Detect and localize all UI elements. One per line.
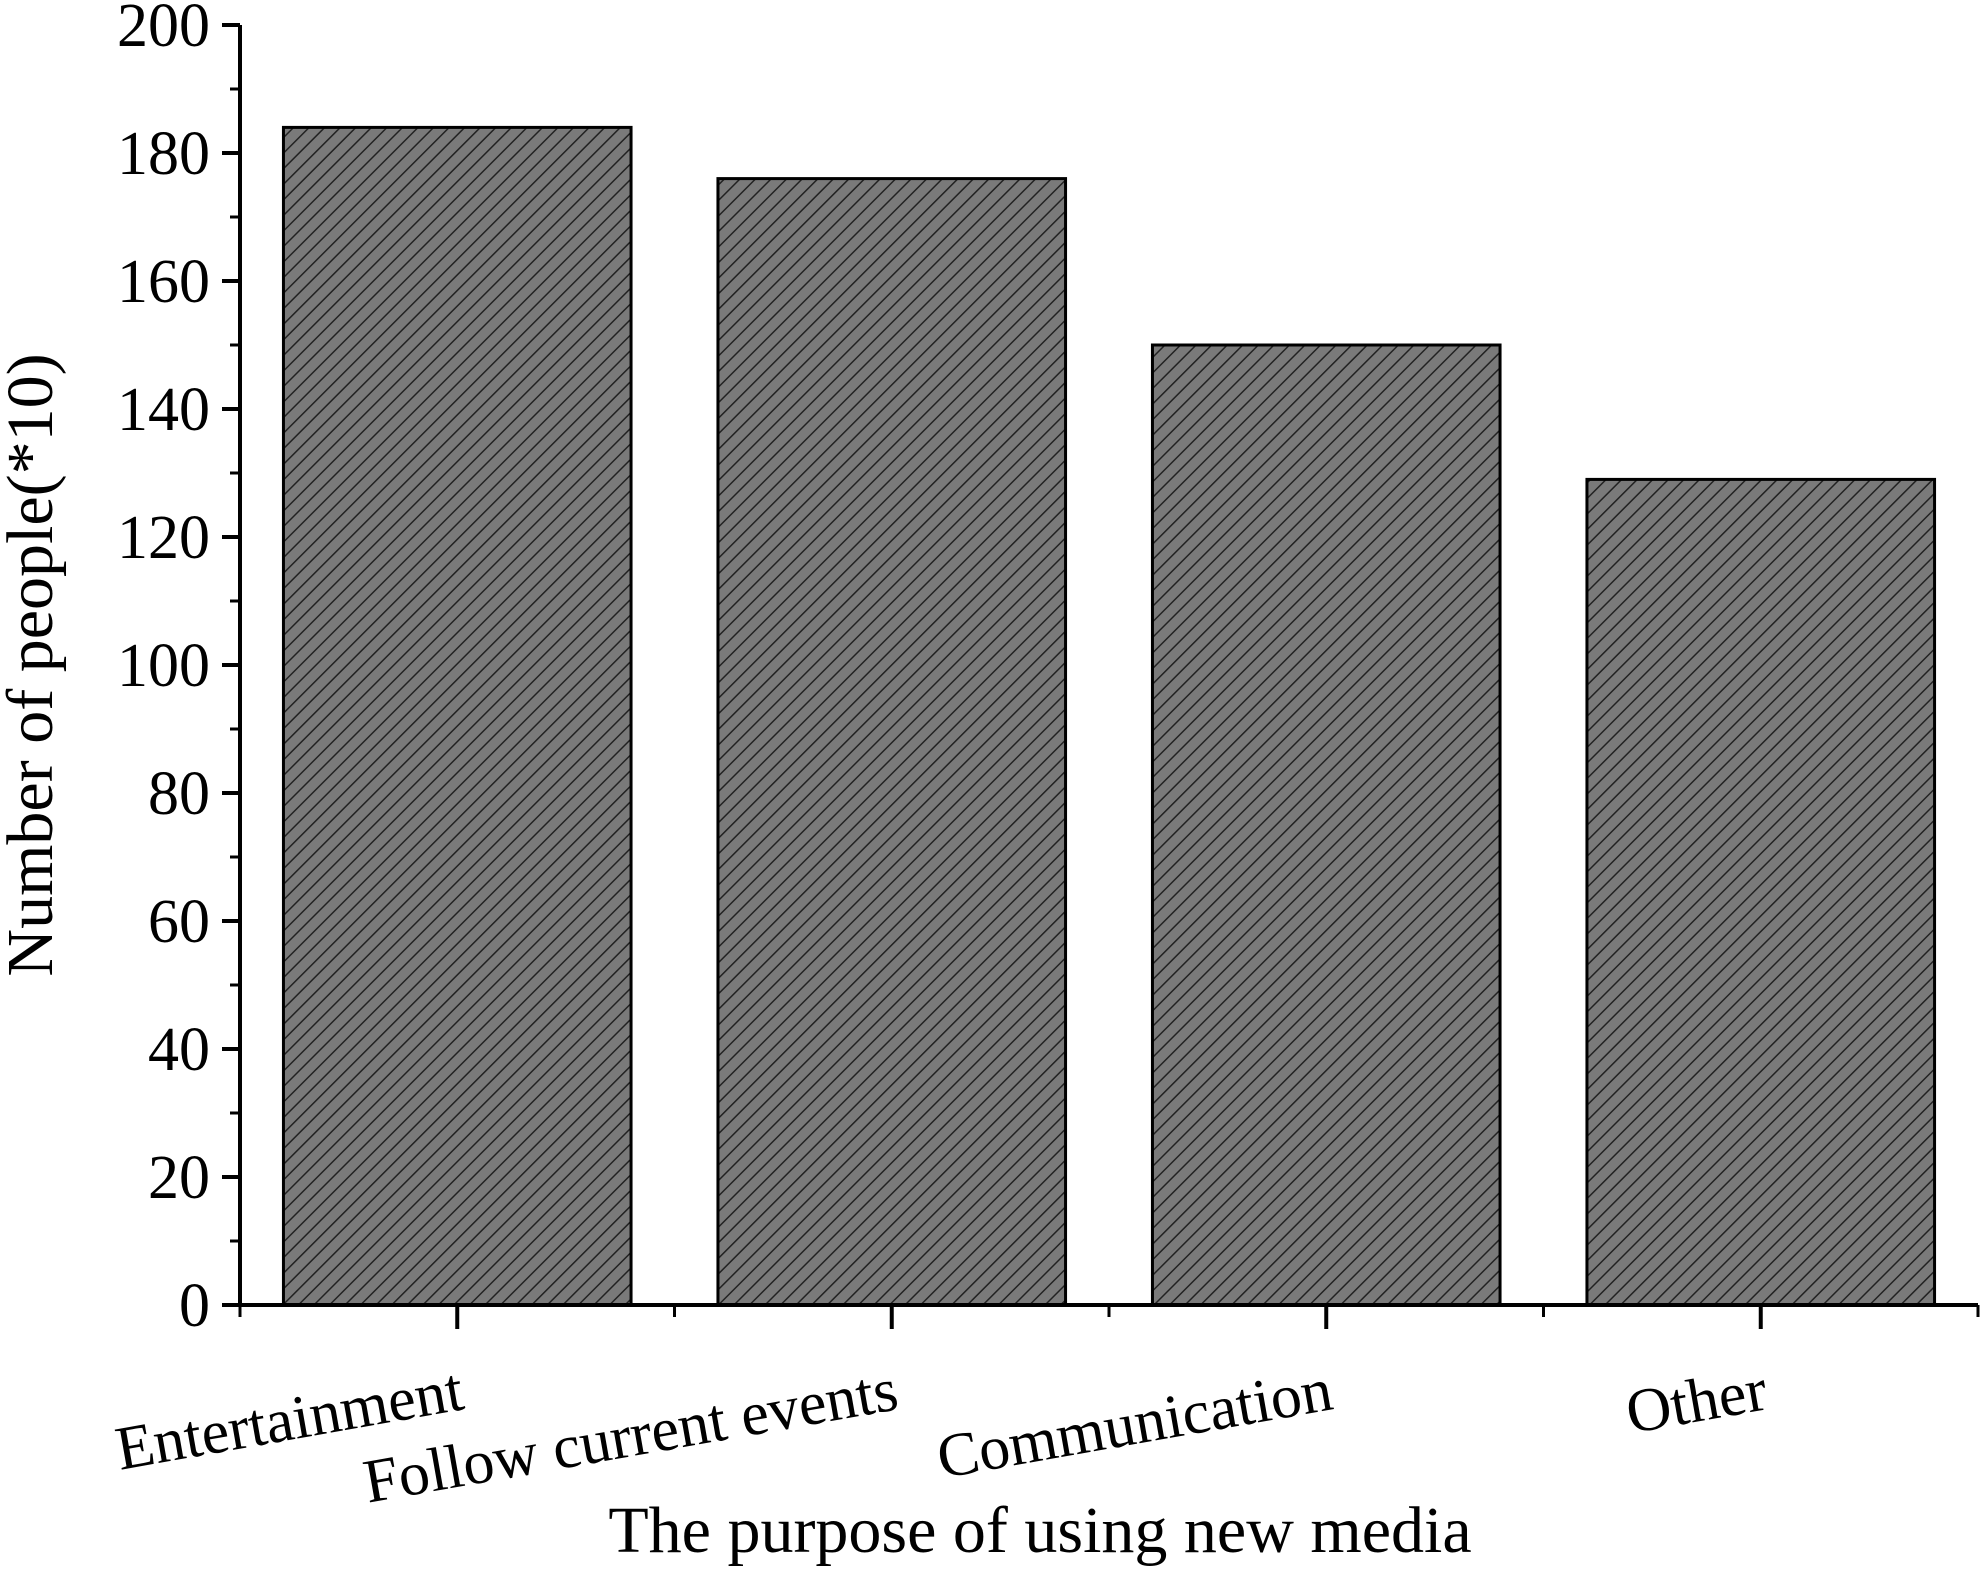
y-tick-label: 40 xyxy=(148,1016,210,1084)
y-axis-title: Number of people(*10) xyxy=(0,353,67,976)
bars-group xyxy=(281,125,1937,1307)
x-tick-label: Communication xyxy=(932,1356,1337,1492)
y-tick-label: 160 xyxy=(117,248,210,316)
x-axis-title: The purpose of using new media xyxy=(608,1494,1471,1567)
y-tick-label: 20 xyxy=(148,1144,210,1212)
y-tick-label: 120 xyxy=(117,504,210,572)
y-tick-label: 60 xyxy=(148,888,210,956)
y-tick-label: 200 xyxy=(117,0,210,60)
y-tick-label: 140 xyxy=(117,376,210,444)
bar-0 xyxy=(281,125,633,1307)
y-tick-label: 0 xyxy=(179,1272,210,1340)
x-tick-label: Other xyxy=(1621,1356,1772,1448)
y-tick-label: 80 xyxy=(148,760,210,828)
y-tick-label: 180 xyxy=(117,120,210,188)
y-tick-label: 100 xyxy=(117,632,210,700)
bar-1 xyxy=(716,177,1068,1307)
y-ticks-group: 0 20 40 60 80 100 120 140 160 180 200 xyxy=(117,0,240,1340)
bar-2 xyxy=(1150,343,1502,1307)
bar-3 xyxy=(1585,477,1937,1307)
